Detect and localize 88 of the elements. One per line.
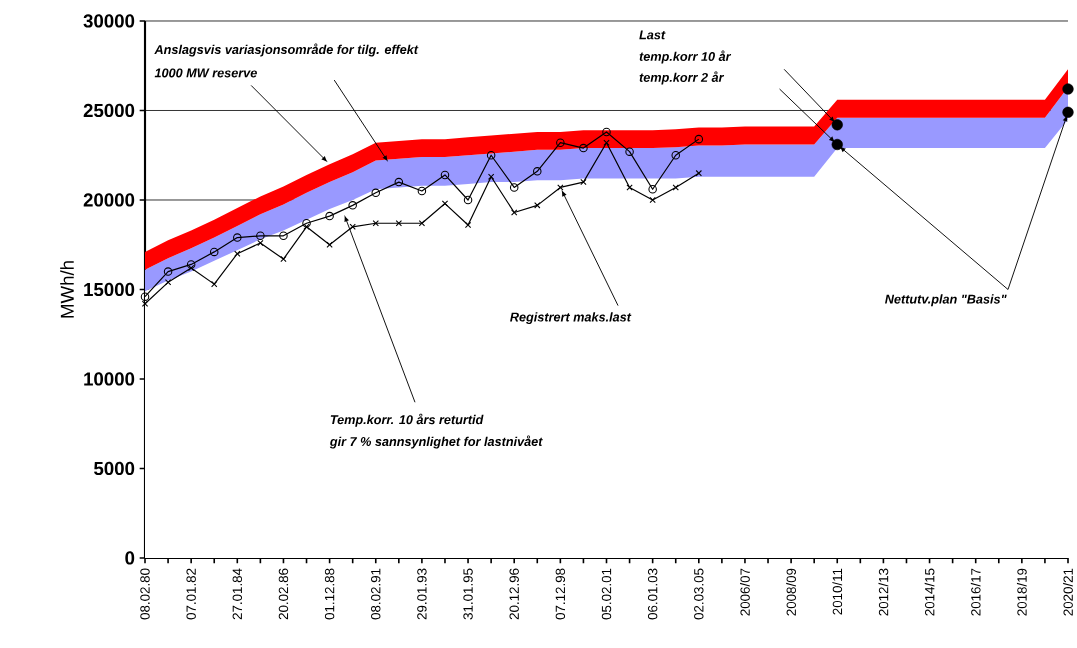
point	[417, 186, 427, 196]
point	[211, 280, 218, 288]
x-tick-label: 2014/15	[924, 568, 935, 616]
point	[279, 231, 288, 241]
point	[533, 167, 542, 176]
annotation: gir 7 % sannsynlighet for lastnivået	[329, 435, 543, 449]
point	[694, 134, 704, 144]
point	[349, 223, 356, 231]
annotation: temp.korr 2 år	[639, 71, 725, 85]
x-tick-label: 2018/19	[1016, 568, 1027, 616]
point	[372, 220, 379, 227]
point	[441, 200, 449, 207]
point	[234, 250, 241, 257]
x-tick-label: 07.12.98	[555, 568, 566, 620]
point	[603, 139, 610, 146]
x-tick-label: 08.02.91	[371, 568, 381, 620]
point	[671, 150, 680, 160]
point	[602, 127, 611, 137]
y-tick-label: 30000	[83, 14, 135, 28]
y-tick-label: 0	[125, 551, 135, 565]
x-tick-label: 08.02.80	[140, 568, 150, 620]
point	[672, 184, 679, 191]
point	[440, 170, 450, 180]
annotation: Last	[639, 30, 666, 40]
annotation: Anslagsvis variasjonsområde for tilg. effekt	[154, 43, 419, 57]
point	[187, 264, 195, 272]
point	[257, 239, 264, 247]
x-tick-label: 20.02.86	[278, 568, 289, 620]
x-tick-label: 2020/21	[1063, 568, 1073, 616]
annotation: Nettutv.plan "Basis"	[885, 294, 1007, 307]
x-tick-label: 29.01.93	[417, 568, 427, 620]
y-tick-label: 15000	[84, 282, 135, 297]
point	[511, 209, 518, 216]
point	[395, 220, 403, 227]
point	[325, 211, 334, 221]
point	[509, 183, 519, 192]
point	[579, 143, 588, 153]
point	[164, 279, 172, 286]
point	[487, 173, 495, 180]
x-tick-label: 05.02.01	[601, 568, 612, 620]
point	[326, 241, 333, 248]
point	[625, 147, 634, 156]
annotation: Registrert maks.last	[510, 312, 632, 325]
annotation: 1000 MW reserve	[154, 68, 257, 78]
point	[394, 177, 404, 187]
annotation: Temp.korr. 10 års returtid	[330, 413, 484, 427]
point	[626, 184, 633, 191]
x-tick-label: 2016/17	[970, 568, 981, 616]
point	[580, 178, 587, 186]
point	[557, 184, 564, 191]
point	[464, 221, 472, 229]
x-tick-label: 31.01.95	[463, 568, 473, 620]
x-tick-label: 20.12.96	[509, 568, 519, 620]
y-tick-label: 10000	[84, 372, 135, 386]
point	[186, 260, 196, 269]
point	[303, 223, 310, 231]
x-tick-label: 2010/11	[832, 568, 843, 615]
point	[418, 220, 426, 227]
point	[534, 202, 541, 209]
y-axis-title: MWh/h	[60, 261, 74, 318]
point	[233, 233, 242, 242]
point	[348, 201, 357, 210]
x-tick-label: 01.12.88	[324, 568, 335, 620]
x-tick-label: 27.01.84	[232, 568, 243, 620]
point	[649, 196, 656, 204]
point	[463, 195, 473, 205]
y-tick-label: 5000	[94, 461, 135, 476]
x-tick-label: 2012/13	[878, 568, 889, 616]
point	[486, 150, 496, 160]
y-tick-label: 25000	[83, 103, 135, 118]
y-tick-label: 20000	[83, 193, 135, 207]
point	[140, 292, 150, 301]
x-tick-label: 2006/07	[740, 568, 750, 616]
point	[556, 138, 565, 147]
point	[256, 231, 265, 241]
point	[648, 184, 657, 194]
point	[302, 218, 311, 228]
annotation: temp.korr 10 år	[639, 50, 732, 64]
x-tick-label: 02.03.05	[694, 568, 704, 620]
x-tick-label: 2008/09	[786, 568, 796, 616]
point	[695, 169, 702, 177]
x-tick-label: 06.01.03	[647, 568, 658, 620]
point	[141, 300, 149, 307]
point	[371, 188, 381, 198]
x-tick-label: 07.01.82	[186, 568, 196, 620]
point	[209, 247, 219, 257]
point	[280, 255, 287, 263]
point	[163, 267, 173, 276]
